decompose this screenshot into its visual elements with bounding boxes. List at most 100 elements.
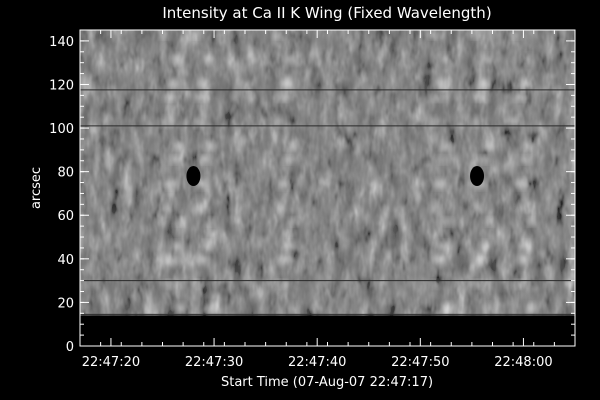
bright-patch bbox=[289, 304, 300, 313]
bright-patch bbox=[191, 32, 200, 38]
bright-patch bbox=[435, 78, 448, 89]
bright-patch bbox=[514, 179, 529, 188]
y-axis: 0 20 40 60 80 100 120 140 bbox=[49, 29, 575, 355]
bright-patch bbox=[514, 281, 523, 288]
bright-patch bbox=[437, 242, 450, 251]
bright-patch bbox=[431, 281, 440, 288]
y-tick-label: 140 bbox=[49, 35, 74, 50]
y-tick-label: 0 bbox=[66, 340, 74, 355]
bright-patch bbox=[288, 218, 299, 225]
bright-patch bbox=[175, 304, 186, 313]
bright-patch bbox=[436, 156, 449, 163]
bright-patch bbox=[484, 218, 495, 225]
bright-patch bbox=[430, 203, 439, 214]
bright-patch bbox=[163, 179, 178, 188]
bright-patch bbox=[282, 156, 295, 163]
bright-patch bbox=[274, 32, 283, 38]
bright-patch bbox=[526, 304, 537, 313]
bright-patch bbox=[485, 304, 496, 313]
bright-patch bbox=[441, 141, 452, 152]
bright-patch bbox=[163, 281, 172, 288]
bright-patch bbox=[524, 141, 535, 152]
bright-patch bbox=[173, 141, 184, 152]
bright-patch bbox=[519, 156, 532, 163]
bright-patch bbox=[164, 254, 179, 265]
bright-patch bbox=[513, 203, 522, 214]
y-tick-label: 60 bbox=[57, 209, 74, 224]
bright-patch bbox=[474, 254, 489, 265]
bright-patch bbox=[276, 203, 285, 214]
bright-patch bbox=[431, 179, 446, 188]
bright-patch bbox=[287, 141, 298, 152]
bright-patch bbox=[205, 218, 216, 225]
bright-patch bbox=[429, 117, 438, 126]
x-tick-label: 22:47:30 bbox=[185, 355, 243, 370]
bright-patch bbox=[286, 55, 297, 64]
bright-patch bbox=[162, 94, 177, 101]
bright-patch bbox=[477, 78, 490, 89]
bright-patch bbox=[518, 78, 531, 89]
bright-patch bbox=[161, 117, 170, 126]
bright-patch bbox=[204, 141, 215, 152]
bright-patch bbox=[278, 254, 293, 265]
bright-patch bbox=[192, 117, 201, 126]
y-tick-label: 40 bbox=[57, 253, 74, 268]
x-tick-label: 22:47:40 bbox=[288, 355, 346, 370]
bright-patch bbox=[432, 254, 447, 265]
bright-patch bbox=[283, 242, 296, 251]
bright-patch bbox=[195, 254, 210, 265]
sunspot-mark bbox=[470, 166, 485, 187]
bright-patch bbox=[479, 242, 492, 251]
bright-patch bbox=[523, 55, 534, 64]
bright-patch bbox=[172, 55, 183, 64]
bright-patch bbox=[199, 156, 212, 163]
bright-patch bbox=[483, 141, 494, 152]
chart-title: Intensity at Ca II K Wing (Fixed Wavelen… bbox=[162, 4, 491, 22]
bright-patch bbox=[472, 203, 481, 214]
x-tick-label: 22:47:50 bbox=[391, 355, 449, 370]
bright-patch bbox=[194, 281, 203, 288]
bright-patch bbox=[473, 281, 482, 288]
bright-patch bbox=[275, 117, 284, 126]
bright-patch bbox=[482, 55, 493, 64]
bright-patch bbox=[168, 156, 181, 163]
bright-patch bbox=[198, 78, 211, 89]
y-axis-label: arcsec bbox=[29, 167, 44, 209]
bright-patch bbox=[174, 218, 185, 225]
bright-patch bbox=[471, 117, 480, 126]
y-tick-label: 80 bbox=[57, 166, 74, 181]
bright-patch bbox=[169, 242, 182, 251]
x-axis-label: Start Time (07-Aug-07 22:47:17) bbox=[221, 375, 433, 390]
heatmap-image bbox=[80, 30, 575, 346]
bright-patch bbox=[277, 179, 292, 188]
bright-patch bbox=[193, 94, 208, 101]
bright-patch bbox=[206, 304, 217, 313]
bright-patch bbox=[472, 94, 487, 101]
bright-patch bbox=[443, 304, 454, 313]
bright-patch bbox=[200, 242, 213, 251]
bright-patch bbox=[277, 281, 286, 288]
bright-patch bbox=[276, 94, 291, 101]
bright-patch bbox=[520, 242, 533, 251]
bright-patch bbox=[440, 55, 451, 64]
bright-patch bbox=[512, 117, 521, 126]
y-tick-label: 120 bbox=[49, 78, 74, 93]
bright-patch bbox=[281, 78, 294, 89]
bright-patch bbox=[515, 254, 530, 265]
y-tick-label: 100 bbox=[49, 122, 74, 137]
y-tick-label: 20 bbox=[57, 296, 74, 311]
bright-patch bbox=[167, 78, 180, 89]
x-axis: 22:47:20 22:47:30 22:47:40 22:47:50 22:48:00 bbox=[79, 30, 576, 370]
bright-patch bbox=[478, 156, 491, 163]
bright-patch bbox=[203, 55, 214, 64]
x-tick-label: 22:48:00 bbox=[494, 355, 552, 370]
bright-patch bbox=[162, 203, 171, 214]
bright-patch bbox=[430, 94, 445, 101]
sunspot-mark bbox=[186, 166, 201, 187]
x-tick-label: 22:47:20 bbox=[82, 355, 140, 370]
bright-patch bbox=[442, 218, 453, 225]
bright-patch bbox=[513, 94, 528, 101]
bright-patch bbox=[525, 218, 536, 225]
bright-patch bbox=[193, 203, 202, 214]
